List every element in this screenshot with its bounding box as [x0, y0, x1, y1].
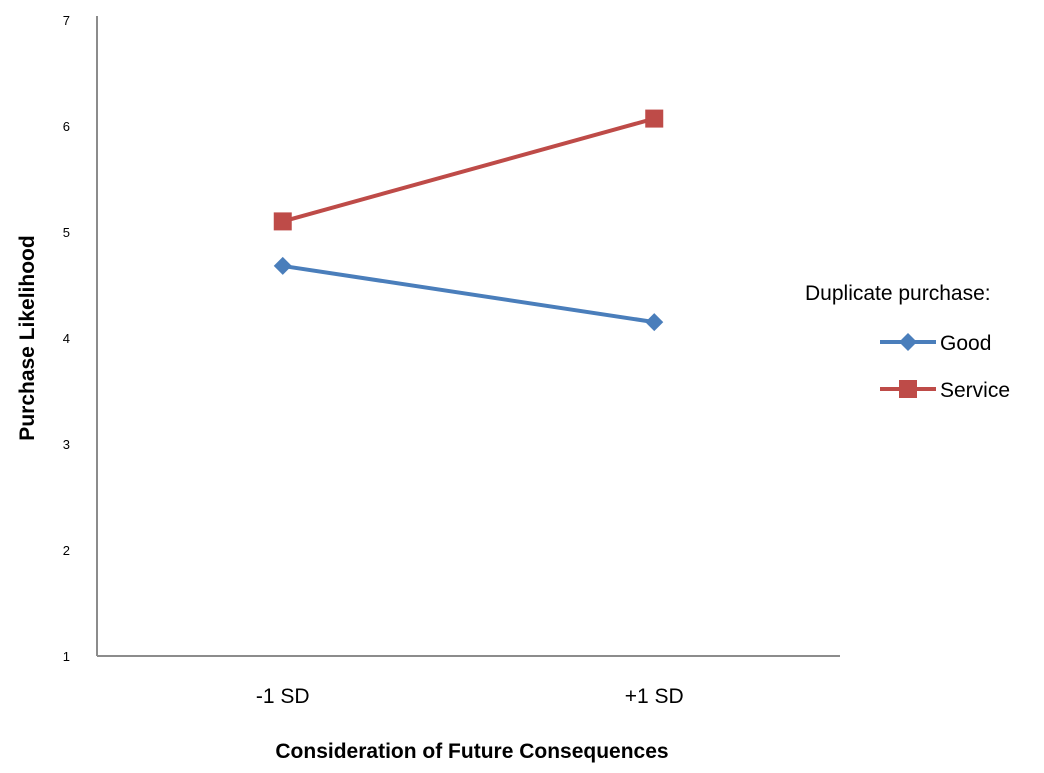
y-tick-label: 1 — [63, 649, 70, 664]
series-line — [282, 116, 655, 224]
legend-label: Good — [940, 332, 991, 355]
y-tick-label: 4 — [63, 331, 70, 346]
series-service — [273, 109, 664, 231]
y-tick-label: 6 — [63, 119, 70, 134]
y-tick-label: 2 — [63, 543, 70, 558]
legend-item-service: Service — [880, 379, 1010, 402]
y-tick-label: 7 — [63, 13, 70, 28]
x-tick-label: -1 SD — [256, 685, 310, 708]
legend-marker — [899, 333, 917, 351]
y-axis-title: Purchase Likelihood — [16, 235, 39, 440]
data-point-marker — [645, 109, 664, 128]
data-point-marker — [273, 212, 292, 231]
data-point-marker — [273, 256, 292, 275]
legend-title: Duplicate purchase: — [805, 282, 991, 305]
legend-item-good: Good — [880, 332, 991, 355]
legend-label: Service — [940, 379, 1010, 402]
data-point-marker — [645, 313, 664, 332]
series-line — [282, 263, 655, 325]
series-good — [273, 256, 664, 332]
y-tick-label: 5 — [63, 225, 70, 240]
x-tick-label: +1 SD — [625, 685, 684, 708]
series-layer — [273, 109, 664, 332]
y-tick-label: 3 — [63, 437, 70, 452]
x-axis-title: Consideration of Future Consequences — [275, 740, 668, 763]
legend-marker — [899, 380, 917, 398]
axes-layer: 1 2 3 4 5 6 7 -1 SD +1 SD — [63, 13, 840, 708]
legend: Duplicate purchase: Good Service — [805, 282, 1010, 402]
